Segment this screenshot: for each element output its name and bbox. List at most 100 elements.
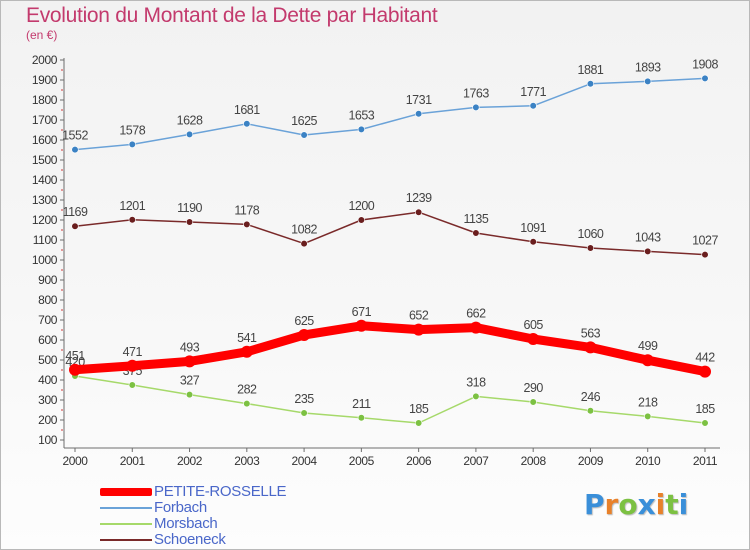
data-label-schoeneck: 1060 [578, 227, 604, 241]
data-label-forbach: 1628 [177, 113, 203, 127]
data-label-forbach: 1771 [520, 85, 546, 99]
data-label-schoeneck: 1135 [463, 212, 488, 226]
data-label-petite-rosselle: 471 [123, 345, 143, 359]
legend-label-petite-rosselle: PETITE-ROSSELLE [154, 483, 287, 500]
series-line-petite-rosselle [70, 321, 710, 377]
data-point-petite-rosselle [469, 321, 482, 334]
logo-letter: P [584, 488, 605, 521]
data-point-morsbach [529, 398, 537, 406]
data-label-forbach: 1653 [348, 108, 374, 122]
legend-label-forbach: Forbach [154, 499, 207, 516]
y-tick-label: 1800 [32, 93, 58, 107]
data-point-petite-rosselle [240, 345, 253, 358]
logo-letter: x [637, 488, 656, 521]
y-tick-label: 1400 [32, 173, 58, 187]
x-tick-label: 2000 [62, 454, 88, 468]
data-label-petite-rosselle: 662 [466, 307, 486, 321]
x-tick-label: 2009 [578, 454, 604, 468]
data-point-forbach [701, 74, 709, 82]
data-label-forbach: 1908 [692, 57, 718, 71]
y-tick-label: 400 [38, 373, 58, 387]
data-label-schoeneck: 1201 [119, 199, 145, 213]
legend-label-morsbach: Morsbach [154, 515, 218, 532]
data-point-petite-rosselle [412, 323, 425, 336]
y-tick-label: 200 [38, 413, 58, 427]
y-tick-label: 800 [38, 293, 58, 307]
data-point-forbach [128, 140, 136, 148]
data-label-schoeneck: 1200 [348, 199, 374, 213]
data-label-forbach: 1763 [463, 86, 489, 100]
proxiti-logo: Proxiti [584, 488, 688, 521]
data-label-petite-rosselle: 671 [352, 305, 372, 319]
legend-label-schoeneck: Schoeneck [154, 531, 226, 548]
series-line-forbach [74, 77, 706, 151]
data-point-schoeneck [128, 216, 136, 224]
y-tick-label: 700 [38, 313, 58, 327]
data-label-morsbach: 235 [294, 392, 314, 406]
x-tick-label: 2011 [693, 454, 718, 468]
y-tick-label: 500 [38, 353, 58, 367]
data-point-morsbach [243, 400, 251, 408]
logo-letter: o [618, 488, 638, 521]
x-tick-label: 2010 [635, 454, 661, 468]
logo-letter: t [665, 488, 679, 521]
data-point-petite-rosselle [298, 329, 311, 341]
data-label-petite-rosselle: 442 [695, 351, 715, 365]
data-point-morsbach [357, 414, 365, 422]
data-label-schoeneck: 1169 [63, 205, 88, 219]
y-tick-label: 1200 [32, 213, 58, 227]
x-tick-label: 2002 [177, 454, 203, 468]
data-point-schoeneck [357, 216, 365, 224]
data-point-petite-rosselle [699, 365, 711, 378]
logo-letter: i [655, 488, 666, 521]
data-label-petite-rosselle: 652 [409, 309, 429, 323]
data-label-forbach: 1578 [119, 123, 145, 137]
y-tick-label: 1600 [32, 133, 58, 147]
x-tick-label: 2008 [521, 454, 547, 468]
data-point-petite-rosselle [69, 363, 81, 376]
y-tick-label: 1000 [32, 253, 58, 267]
x-tick-label: 2005 [349, 454, 375, 468]
data-label-morsbach: 290 [524, 381, 544, 395]
data-point-forbach [415, 110, 423, 118]
data-point-schoeneck [586, 244, 595, 252]
data-label-petite-rosselle: 493 [180, 340, 200, 354]
data-point-schoeneck [529, 238, 537, 246]
y-tick-label: 2000 [32, 53, 58, 67]
data-point-morsbach [300, 409, 308, 417]
legend-swatch-morsbach [100, 523, 152, 525]
data-label-petite-rosselle: 541 [237, 331, 257, 345]
data-label-morsbach: 318 [466, 375, 486, 389]
series-line-morsbach [74, 375, 706, 424]
data-point-schoeneck [71, 222, 79, 230]
data-label-forbach: 1681 [234, 103, 260, 117]
data-label-schoeneck: 1027 [692, 234, 718, 248]
y-tick-label: 600 [38, 333, 58, 347]
data-label-petite-rosselle: 499 [638, 339, 658, 353]
data-point-forbach [586, 80, 595, 88]
data-label-forbach: 1881 [578, 63, 604, 77]
data-label-morsbach: 327 [180, 374, 200, 388]
chart-title: Evolution du Montant de la Dette par Hab… [26, 4, 438, 27]
y-tick-label: 100 [38, 433, 58, 447]
data-label-forbach: 1731 [406, 93, 432, 107]
data-point-forbach [185, 130, 194, 138]
x-tick-label: 2001 [120, 454, 146, 468]
data-label-forbach: 1625 [291, 114, 317, 128]
data-label-schoeneck: 1082 [291, 223, 317, 237]
data-point-petite-rosselle [126, 359, 139, 372]
legend-swatch-schoeneck [100, 539, 152, 541]
data-label-forbach: 1893 [635, 60, 661, 74]
data-point-schoeneck [185, 218, 194, 226]
data-point-forbach [529, 102, 537, 110]
data-point-forbach [644, 77, 652, 85]
data-label-schoeneck: 1239 [406, 191, 432, 205]
data-point-petite-rosselle [641, 354, 654, 367]
y-tick-label: 300 [38, 393, 58, 407]
data-label-forbach: 1552 [62, 129, 88, 143]
data-label-morsbach: 185 [409, 402, 429, 416]
y-tick-label: 1100 [33, 233, 58, 247]
data-point-morsbach [128, 381, 136, 389]
x-tick-label: 2004 [292, 454, 318, 468]
